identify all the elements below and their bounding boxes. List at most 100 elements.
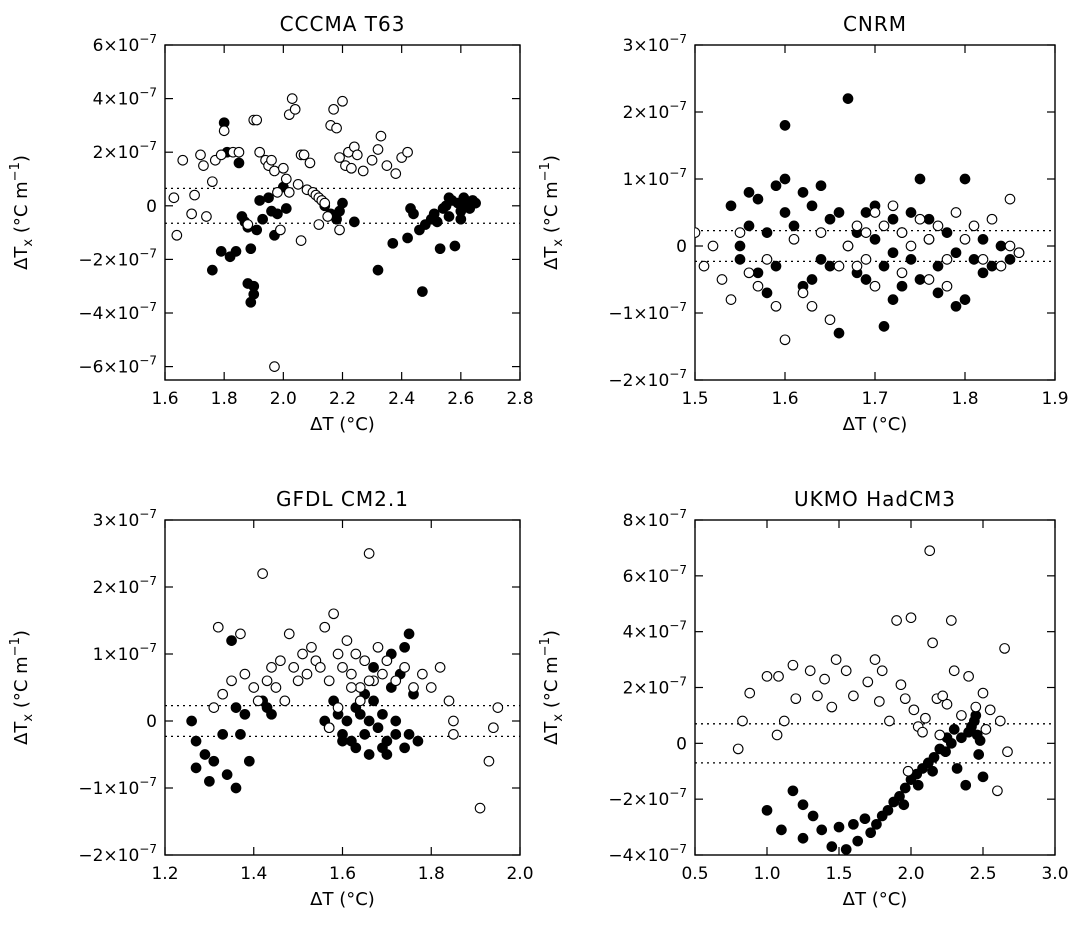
open-point: [334, 224, 345, 236]
open-point: [833, 260, 845, 272]
filled-point: [995, 240, 1007, 252]
filled-point: [852, 835, 864, 847]
filled-point: [960, 779, 972, 791]
filled-point: [882, 804, 894, 816]
open-point: [917, 726, 928, 738]
open-point: [168, 192, 180, 204]
filled-point: [806, 274, 818, 285]
filled-point: [434, 243, 446, 255]
open-point: [788, 233, 800, 245]
open-point: [773, 670, 784, 682]
x-tick-label: 1.5: [825, 864, 852, 884]
y-axis-label: ΔTx (°C m−1): [8, 630, 36, 745]
open-point: [381, 160, 393, 171]
open-point: [328, 608, 339, 620]
open-point: [328, 103, 339, 115]
filled-point: [974, 735, 986, 746]
open-point: [862, 676, 874, 688]
filled-point: [254, 195, 266, 206]
open-point: [272, 187, 283, 198]
filled-point: [372, 264, 384, 276]
filled-point: [381, 749, 393, 760]
filled-point: [363, 715, 375, 727]
open-point: [488, 722, 499, 734]
filled-point: [1004, 254, 1016, 265]
open-point: [334, 152, 345, 163]
filled-point: [402, 232, 413, 244]
open-point: [923, 274, 935, 285]
filled-point: [417, 286, 428, 297]
filled-point: [815, 180, 827, 192]
filled-point: [950, 300, 962, 312]
open-point: [390, 675, 402, 687]
filled-point: [470, 197, 481, 209]
open-point: [381, 655, 393, 667]
filled-point: [230, 702, 242, 713]
open-point: [905, 612, 917, 624]
plot-frame: [164, 519, 521, 856]
filled-point: [263, 192, 274, 204]
filled-point: [871, 818, 882, 830]
open-point: [842, 240, 854, 252]
open-point: [895, 679, 907, 691]
filled-point: [235, 729, 246, 740]
filled-point: [443, 192, 455, 204]
y-tick-label: 0: [146, 712, 157, 732]
filled-point: [403, 628, 415, 640]
open-point: [902, 765, 914, 777]
data-points: [695, 93, 1025, 346]
filled-point: [824, 213, 836, 225]
y-tick-label: −4×10−7: [608, 842, 687, 866]
open-point: [269, 165, 280, 177]
y-tick-label: −2×10−7: [78, 246, 157, 270]
filled-point: [381, 735, 393, 747]
filled-point: [770, 180, 782, 192]
x-tick-label: 2.5: [969, 864, 996, 884]
open-point: [248, 682, 260, 693]
chart-panel-4: UKMO HadCM3 0.5 1.0 1.5 2.0 2.5 3.0 −4×10−7 −2×1…: [538, 487, 1068, 910]
open-point: [331, 122, 342, 134]
chart-title: CNRM: [843, 12, 907, 36]
open-point: [189, 189, 200, 201]
open-point: [288, 662, 300, 673]
y-tick-label: −2×10−7: [608, 786, 687, 810]
open-point: [787, 659, 799, 671]
open-point: [289, 103, 301, 115]
open-point: [968, 220, 980, 232]
y-axis-label: ΔTx (°C m−1): [538, 630, 566, 745]
open-point: [304, 157, 316, 169]
open-point: [351, 149, 363, 161]
y-tick-label: 3×10−7: [623, 32, 687, 56]
filled-point: [412, 735, 424, 747]
filled-point: [266, 708, 277, 720]
open-point: [346, 682, 357, 693]
y-tick-label: −2×10−7: [78, 842, 157, 866]
open-point: [999, 643, 1010, 654]
open-point: [257, 568, 268, 579]
filled-point: [233, 157, 245, 169]
open-point: [956, 710, 967, 721]
filled-point: [776, 824, 787, 836]
open-point: [737, 715, 748, 727]
open-point: [319, 621, 331, 633]
x-tick-label: 1.2: [151, 864, 178, 884]
open-point: [887, 200, 899, 212]
open-point: [995, 260, 1007, 272]
filled-point: [816, 824, 828, 836]
filled-point: [354, 708, 366, 720]
y-tick-label: 1×10−7: [623, 166, 687, 190]
filled-point: [977, 771, 989, 783]
open-point: [1002, 746, 1013, 758]
filled-point: [797, 832, 809, 844]
open-point: [292, 675, 304, 687]
open-point: [761, 670, 773, 682]
open-point: [443, 695, 455, 707]
filled-point: [350, 742, 362, 754]
x-tick-label: 1.8: [418, 864, 445, 884]
filled-point: [272, 208, 283, 220]
filled-point: [865, 827, 877, 839]
open-point: [323, 722, 335, 734]
open-point: [201, 211, 212, 222]
filled-point: [899, 782, 911, 794]
